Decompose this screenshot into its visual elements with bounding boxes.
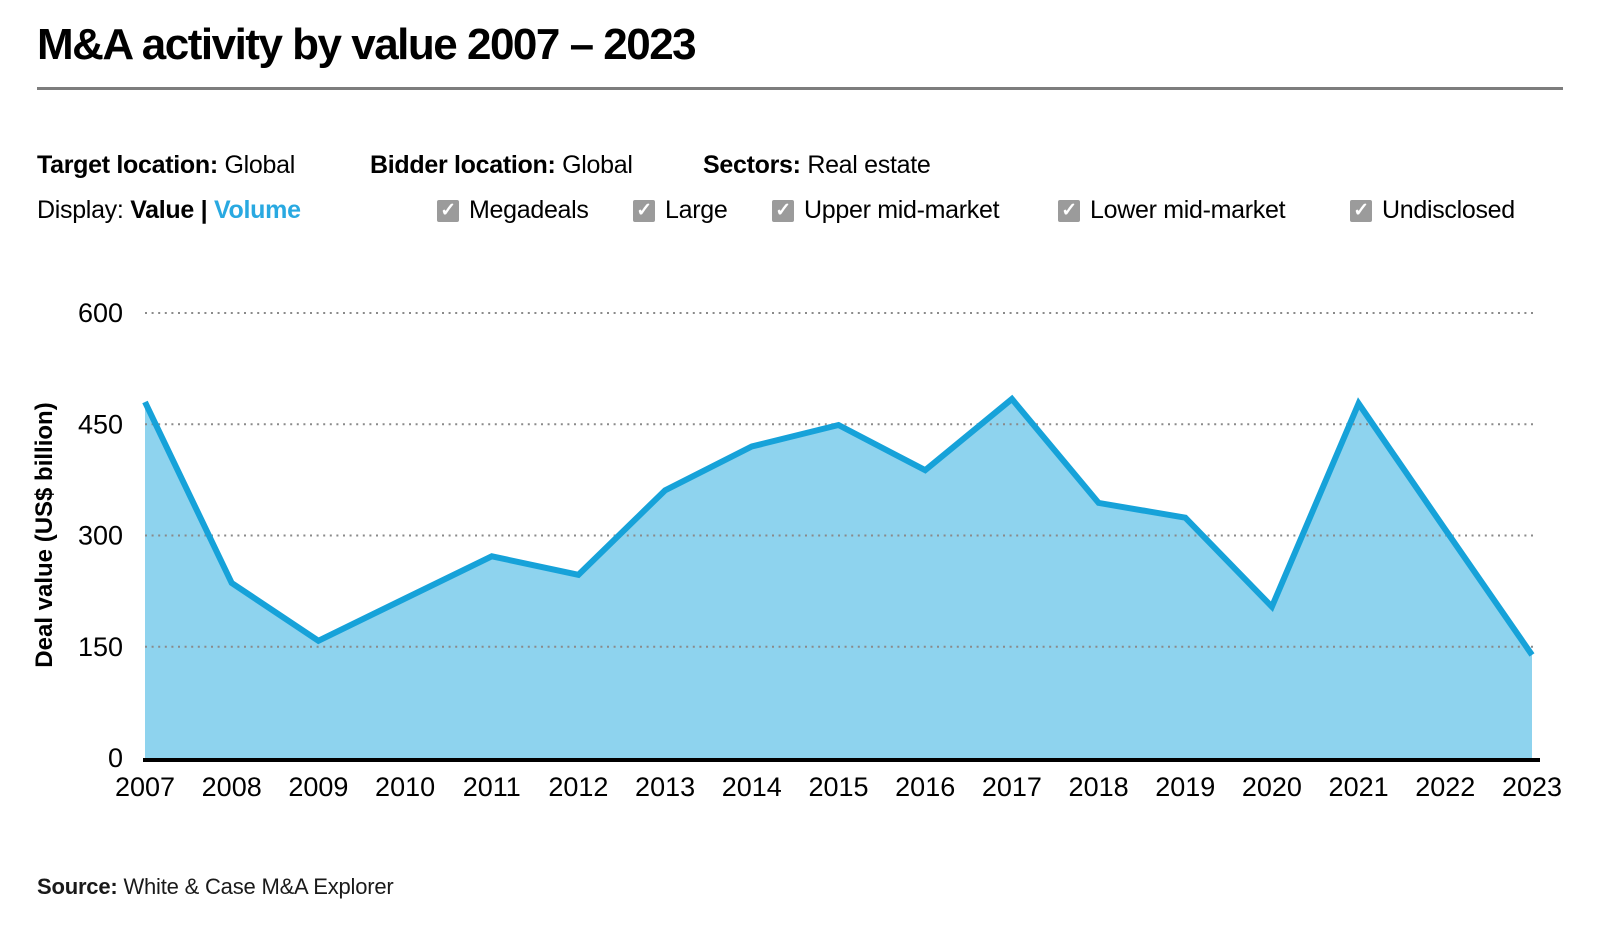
- y-tick-label-0: 0: [108, 743, 123, 773]
- segment-checkbox-large[interactable]: ✓ Large: [633, 196, 728, 225]
- x-tick-label-2015: 2015: [808, 772, 868, 802]
- display-separator: |: [200, 196, 208, 224]
- x-tick-label-2021: 2021: [1329, 772, 1389, 802]
- filter-bidder-location-value: Global: [562, 151, 633, 179]
- page-title: M&A activity by value 2007 – 2023: [37, 20, 697, 69]
- checkbox-label: Large: [665, 196, 728, 224]
- filter-target-location-value: Global: [224, 151, 296, 179]
- display-label: Display:: [37, 196, 124, 224]
- title-divider: [37, 87, 1563, 90]
- display-option-volume[interactable]: Volume: [214, 196, 301, 224]
- segment-checkbox-lower-mid-market[interactable]: ✓ Lower mid-market: [1058, 196, 1286, 225]
- display-toggle: Display: Value | Volume: [37, 196, 301, 225]
- source-line: Source: White & Case M&A Explorer: [37, 874, 394, 900]
- filter-bidder-location-label: Bidder location: [370, 151, 548, 179]
- y-tick-label-150: 150: [78, 632, 123, 662]
- filter-target-location-label: Target location: [37, 151, 210, 179]
- filter-sectors: Sectors: Real estate: [703, 151, 931, 179]
- x-tick-label-2020: 2020: [1242, 772, 1302, 802]
- filter-bidder-location: Bidder location: Global: [370, 151, 633, 179]
- source-label: Source:: [37, 874, 118, 899]
- checkbox-checked-icon[interactable]: ✓: [1058, 199, 1080, 222]
- x-tick-label-2007: 2007: [115, 772, 175, 802]
- filter-target-location: Target location: Global: [37, 151, 296, 179]
- checkbox-checked-icon[interactable]: ✓: [1350, 199, 1372, 222]
- x-tick-label-2022: 2022: [1415, 772, 1475, 802]
- filter-sectors-label: Sectors: [703, 151, 793, 179]
- x-tick-label-2011: 2011: [463, 772, 521, 802]
- y-tick-label-450: 450: [78, 409, 123, 439]
- checkbox-label: Megadeals: [469, 196, 589, 224]
- segment-checkbox-undisclosed[interactable]: ✓ Undisclosed: [1350, 196, 1515, 225]
- checkbox-label: Undisclosed: [1382, 196, 1515, 224]
- y-axis-title: Deal value (US$ billion): [31, 402, 58, 667]
- x-tick-label-2018: 2018: [1069, 772, 1129, 802]
- checkbox-checked-icon[interactable]: ✓: [633, 199, 655, 222]
- display-option-value[interactable]: Value: [130, 196, 195, 224]
- segment-checkbox-upper-mid-market[interactable]: ✓ Upper mid-market: [772, 196, 1000, 225]
- checkbox-label: Lower mid-market: [1090, 196, 1286, 224]
- x-tick-label-2008: 2008: [202, 772, 262, 802]
- x-tick-label-2010: 2010: [375, 772, 435, 802]
- filter-sectors-value: Real estate: [807, 151, 931, 179]
- x-tick-label-2017: 2017: [982, 772, 1042, 802]
- y-tick-label-600: 600: [78, 298, 123, 328]
- x-tick-label-2016: 2016: [895, 772, 955, 802]
- x-tick-label-2012: 2012: [548, 772, 608, 802]
- x-tick-label-2014: 2014: [722, 772, 782, 802]
- segment-checkbox-megadeals[interactable]: ✓ Megadeals: [437, 196, 589, 225]
- x-tick-label-2019: 2019: [1155, 772, 1215, 802]
- x-tick-label-2009: 2009: [288, 772, 348, 802]
- checkbox-checked-icon[interactable]: ✓: [772, 199, 794, 222]
- y-tick-label-300: 300: [78, 521, 123, 551]
- source-text: White & Case M&A Explorer: [123, 874, 394, 899]
- area-fill: [145, 399, 1532, 758]
- x-tick-label-2013: 2013: [635, 772, 695, 802]
- x-tick-label-2023: 2023: [1502, 772, 1562, 802]
- deal-value-line[interactable]: [142, 394, 1535, 657]
- checkbox-label: Upper mid-market: [804, 196, 1000, 224]
- checkbox-checked-icon[interactable]: ✓: [437, 199, 459, 222]
